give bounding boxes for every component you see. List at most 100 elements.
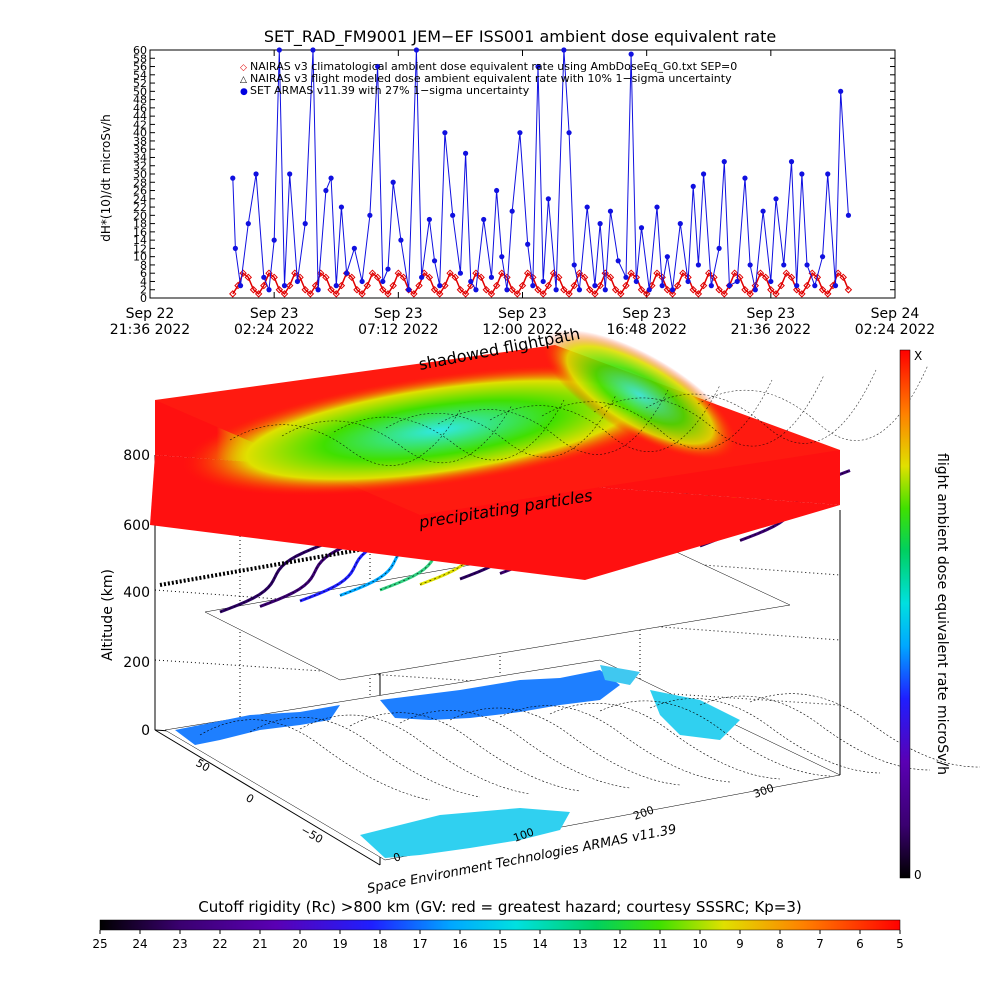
point-climatological (353, 286, 361, 294)
point-armas (561, 47, 567, 53)
y-tick-label: 58 (133, 52, 147, 65)
point-climatological (456, 286, 465, 294)
y-tick-label: 40 (133, 127, 147, 140)
altitude-tick-0: 0 (141, 723, 150, 739)
x-tick-label-time: 02:24 2022 (855, 322, 935, 338)
point-climatological (663, 286, 672, 294)
x-tick-label-time: 02:24 2022 (234, 322, 314, 338)
point-climatological (689, 286, 697, 294)
y-tick-label: 12 (133, 242, 147, 255)
point-armas (607, 208, 614, 214)
rc-tick-label: 5 (896, 937, 904, 951)
point-climatological (560, 286, 568, 294)
point-climatological (425, 273, 434, 282)
point-armas (638, 225, 645, 231)
y-tick-label: 28 (133, 176, 147, 189)
point-climatological (399, 273, 408, 282)
point-armas (659, 283, 665, 289)
point-armas (540, 278, 546, 285)
point-armas (721, 159, 727, 165)
point-climatological (368, 269, 377, 277)
point-climatological (824, 290, 832, 298)
point-climatological (674, 281, 682, 290)
y-tick-label: 48 (133, 94, 147, 107)
point-armas (359, 278, 365, 285)
point-armas (773, 196, 779, 202)
landmass-blue-2 (380, 670, 620, 720)
point-armas (664, 254, 670, 260)
dose-colorbar-top-label: X (914, 349, 922, 363)
point-armas (245, 221, 251, 227)
dose-colorbar-fill (899, 349, 911, 879)
slab-track (333, 399, 565, 461)
point-climatological (544, 281, 553, 290)
x-tick-label-date: Sep 23 (374, 306, 423, 322)
point-climatological (844, 286, 853, 294)
point-armas (509, 208, 515, 214)
y-tick-label: 60 (133, 44, 147, 57)
map-track (599, 700, 831, 777)
orbit-track-dash (419, 514, 531, 585)
x-tick-label-date: Sep 23 (498, 306, 547, 322)
point-armas (628, 51, 634, 57)
legend-symbol-climatological: ◇ (240, 63, 247, 73)
point-armas (462, 150, 469, 156)
point-climatological (249, 286, 258, 294)
orbit-track-dash (219, 541, 331, 613)
x-tick-label-date: Sep 23 (250, 306, 299, 322)
series-line-climatological (232, 271, 850, 296)
point-climatological (358, 290, 366, 298)
point-climatological (327, 286, 335, 294)
point-armas (338, 204, 345, 210)
point-climatological (441, 281, 449, 290)
y-tick-label: 30 (133, 168, 147, 181)
point-climatological (549, 269, 558, 277)
y-tick-label: 52 (133, 77, 147, 90)
map-track (499, 705, 731, 783)
point-climatological (306, 290, 315, 298)
altitude-axis-label: Altitude (km) (100, 569, 116, 661)
point-armas (535, 63, 541, 70)
rc-tick-label: 25 (92, 937, 107, 951)
map-track (749, 693, 981, 768)
y-tick-label: 42 (133, 118, 147, 131)
point-climatological (772, 290, 780, 298)
point-climatological (373, 273, 382, 282)
y-tick-label: 34 (133, 151, 147, 164)
rc-tick-label: 21 (252, 937, 267, 951)
map-track (399, 710, 631, 789)
orbit-track-dash (739, 470, 851, 541)
point-armas (351, 245, 357, 251)
point-armas (752, 287, 758, 293)
altitude-tick-800: 800 (123, 448, 150, 464)
point-climatological (285, 281, 294, 290)
point-armas (819, 254, 826, 260)
slab-low-rigidity-blob (182, 364, 698, 496)
lat-tick-0: 0 (244, 791, 257, 806)
map-track (299, 714, 531, 795)
point-climatological (363, 281, 371, 290)
point-armas (566, 130, 572, 136)
point-climatological (803, 281, 811, 290)
point-climatological (710, 273, 718, 282)
point-armas (323, 187, 329, 194)
lat-tick-50: 50 (194, 756, 213, 774)
altitude-tick-600: 600 (123, 518, 150, 534)
point-climatological (270, 273, 278, 282)
point-armas (584, 204, 590, 210)
cutoff-rigidity-slab: shadowed flightpath precipitating partic… (150, 324, 929, 580)
point-climatological (601, 269, 609, 277)
y-tick-label: 6 (140, 267, 147, 280)
y-tick-label: 0 (140, 292, 147, 305)
point-climatological (622, 281, 630, 290)
y-tick-label: 26 (133, 185, 147, 198)
point-climatological (477, 273, 485, 282)
point-armas (654, 204, 660, 210)
point-climatological (436, 290, 444, 298)
rc-tick-label: 20 (292, 937, 307, 951)
map-flight-tracks (199, 693, 981, 801)
point-climatological (254, 290, 263, 298)
point-climatological (379, 286, 387, 294)
map-track (199, 719, 431, 801)
map-track (549, 703, 781, 780)
